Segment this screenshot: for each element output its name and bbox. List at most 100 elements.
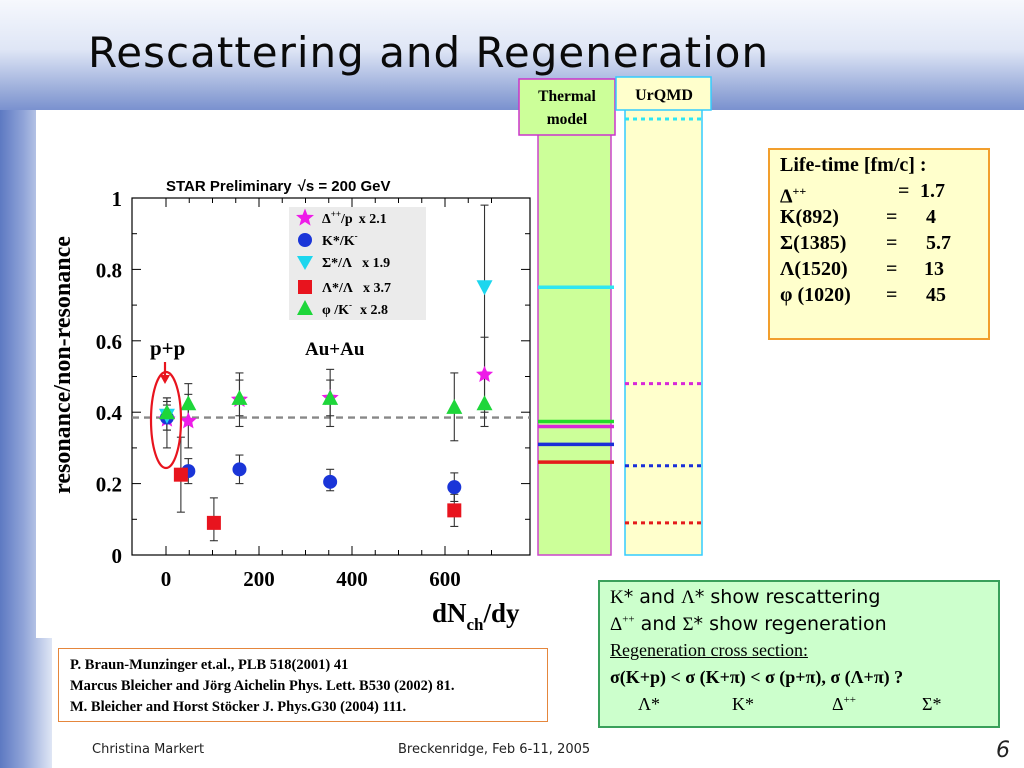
urqmd-lines: [625, 117, 702, 525]
data-point-triangle-up: [476, 395, 493, 411]
data-point-square: [447, 503, 462, 518]
x-tick-label: 0: [161, 567, 172, 591]
thermal-model-label-box: [518, 78, 616, 136]
data-point-triangle-up: [322, 389, 339, 405]
lifetime-particle: φ (1020): [780, 284, 851, 306]
references-box: P. Braun-Munzinger et.al., PLB 518(2001)…: [58, 648, 548, 722]
note-regeneration: Δ++ and Σ* show regeneration: [610, 613, 887, 635]
note-particle-row: Λ* K* Δ++ Σ*: [610, 694, 998, 721]
legend-marker-lambda-square: [298, 280, 312, 294]
pp-highlight-ellipse: [149, 370, 183, 470]
note-particle-lambda: Λ*: [638, 694, 661, 714]
data-point-triangle-down: [476, 280, 493, 296]
lifetime-row: φ (1020) = 45: [780, 282, 988, 308]
thermal-model-bar: [537, 99, 612, 556]
y-tick-label: 1: [112, 187, 123, 211]
note-particle-sigma: Σ*: [922, 694, 942, 714]
urqmd-bar: [624, 99, 703, 556]
rescattering-note-box: K* and Λ* show rescattering Δ++ and Σ* s…: [598, 580, 1000, 728]
legend-marker-kstar-circle: [298, 233, 312, 247]
page-number: 6: [996, 738, 1010, 763]
x-tick-label: 200: [243, 567, 275, 591]
lifetime-value: 1.7: [920, 180, 945, 202]
data-point-triangle-up: [446, 398, 463, 414]
y-axis-label: resonance/non-resonance: [50, 236, 76, 494]
urqmd-label-box: [615, 76, 712, 111]
note-cross-section-heading: Regeneration cross section:: [610, 640, 808, 660]
data-point-circle: [447, 480, 462, 495]
note-particle-delta: Δ++: [832, 694, 856, 714]
footer-author: Christina Markert: [92, 742, 205, 757]
urqmd-label: UrQMD: [635, 87, 693, 104]
slide-title: Rescattering and Regeneration: [88, 28, 770, 77]
lifetime-equals: =: [886, 206, 898, 228]
reference-line: M. Bleicher and Horst Stöcker J. Phys.G3…: [70, 699, 407, 715]
lifetime-row: Δ++ = 1.7: [780, 178, 988, 208]
plot-frame: [131, 197, 531, 556]
y-tick-labels: 0 0.2 0.4 0.6 0.8 1: [96, 187, 123, 568]
legend-label-delta: Δ++/p x 2.1: [322, 209, 387, 227]
auau-label: Au+Au: [305, 339, 365, 360]
legend-marker-phi-triangle: [297, 300, 313, 315]
header-gradient: [0, 0, 1024, 110]
lifetime-row: K(892) = 4: [780, 204, 988, 230]
lifetime-equals: =: [898, 180, 910, 202]
urqmd-column: UrQMD: [615, 76, 712, 556]
plot-header: STAR Preliminary √s = 200 GeV: [166, 178, 391, 195]
x-tick-label: 400: [336, 567, 368, 591]
y-tick-label: 0.4: [96, 401, 123, 425]
x-axis-label: dNch/dy: [432, 598, 520, 634]
thermal-model-column: Thermal model: [518, 78, 616, 556]
lifetime-header-row: Life-time [fm/c] :: [780, 152, 988, 178]
lifetime-value: 5.7: [926, 232, 951, 254]
lifetime-equals: =: [886, 232, 898, 254]
data-markers: [158, 280, 494, 530]
lifetime-particle: Λ(1520): [780, 258, 848, 280]
footer-event: Breckenridge, Feb 6-11, 2005: [398, 742, 591, 757]
lifetime-value: 45: [926, 284, 946, 306]
lifetime-value: 4: [926, 206, 936, 228]
lifetime-equals: =: [886, 284, 898, 306]
lifetime-row: Λ(1520) = 13: [780, 256, 988, 282]
y-tick-label: 0.8: [96, 258, 122, 282]
legend-marker-delta-star: [296, 208, 314, 226]
pp-arrow-head: [160, 375, 170, 384]
lifetime-header: Life-time [fm/c] :: [780, 154, 927, 176]
data-point-triangle-up: [158, 404, 175, 420]
legend: Δ++/p x 2.1 K*/K- Σ*/Λ x 1.9 Λ*/Λ x 3.7 φ /…: [289, 207, 426, 320]
note-cross-section-formula: σ(K+p) < σ (K+π) < σ (p+π), σ (Λ+π) ?: [610, 667, 904, 687]
lifetime-equals: =: [886, 258, 898, 280]
reference-line: Marcus Bleicher and Jörg Aichelin Phys. …: [70, 678, 455, 694]
lifetime-particle: K(892): [780, 206, 839, 228]
data-point-triangle-up: [231, 389, 248, 405]
note-rescattering: K* and Λ* show rescattering: [610, 586, 881, 608]
lifetime-value: 13: [924, 258, 944, 280]
y-tick-label: 0: [112, 544, 123, 568]
data-point-square: [173, 467, 188, 482]
x-tick-label: 600: [429, 567, 461, 591]
data-point-circle: [323, 474, 338, 489]
y-tick-label: 0.6: [96, 330, 122, 354]
data-point-circle: [232, 462, 247, 477]
thermal-model-label-line1: Thermal: [538, 88, 596, 105]
legend-label-sigma: Σ*/Λ x 1.9: [322, 256, 390, 271]
data-point-square: [206, 515, 221, 530]
legend-label-kstar: K*/K-: [322, 231, 358, 249]
thermal-model-label-line2: model: [547, 111, 588, 128]
data-point-star: [476, 365, 494, 382]
x-tick-labels: 0 200 400 600: [161, 567, 461, 591]
lifetime-row: Σ(1385) = 5.7: [780, 230, 988, 256]
lifetime-box: Life-time [fm/c] : Δ++ = 1.7 K(892) = 4 …: [768, 148, 990, 340]
legend-label-lambda: Λ*/Λ x 3.7: [322, 281, 391, 296]
lifetime-particle: Σ(1385): [780, 232, 847, 254]
data-point-star: [179, 412, 197, 429]
thermal-model-lines: [538, 285, 614, 464]
lifetime-particle: Δ++: [780, 184, 807, 208]
legend-background: [289, 207, 426, 320]
y-tick-label: 0.2: [96, 473, 122, 497]
legend-marker-sigma-triangle: [297, 256, 313, 270]
reference-line: P. Braun-Munzinger et.al., PLB 518(2001)…: [70, 657, 349, 673]
data-point-triangle-up: [180, 395, 197, 411]
pp-label: p+p: [150, 336, 185, 360]
